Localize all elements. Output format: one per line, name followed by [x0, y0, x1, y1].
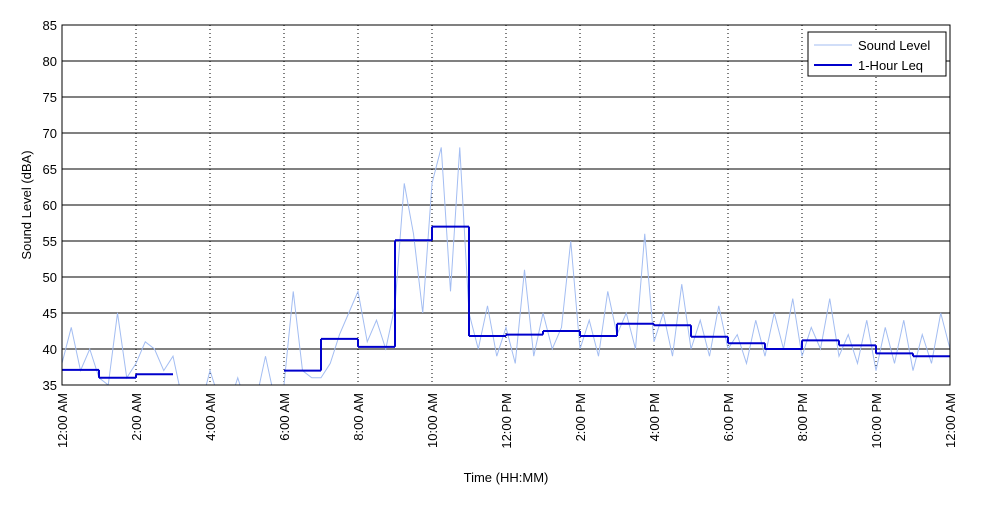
x-tick-label: 12:00 PM [499, 393, 514, 449]
y-tick-label: 45 [43, 306, 57, 321]
y-tick-label: 35 [43, 378, 57, 393]
x-tick-label: 8:00 AM [351, 393, 366, 441]
legend-label: 1-Hour Leq [858, 58, 923, 73]
legend-box [807, 31, 947, 77]
x-tick-label: 4:00 AM [203, 393, 218, 441]
y-tick-label: 40 [43, 342, 57, 357]
y-tick-label: 60 [43, 198, 57, 213]
x-tick-label: 12:00 AM [943, 393, 958, 448]
y-axis-title: Sound Level (dBA) [19, 150, 34, 259]
x-tick-label: 10:00 PM [869, 393, 884, 449]
y-tick-label: 50 [43, 270, 57, 285]
x-tick-label: 6:00 AM [277, 393, 292, 441]
sound-line [62, 147, 950, 385]
y-tick-label: 85 [43, 18, 57, 33]
x-axis-title: Time (HH:MM) [464, 470, 549, 485]
y-tick-label: 65 [43, 162, 57, 177]
x-tick-label: 8:00 PM [795, 393, 810, 441]
y-tick-label: 70 [43, 126, 57, 141]
y-tick-label: 75 [43, 90, 57, 105]
x-tick-label: 2:00 AM [129, 393, 144, 441]
x-tick-label: 4:00 PM [647, 393, 662, 441]
x-tick-label: 12:00 AM [55, 393, 70, 448]
plot-frame [61, 24, 951, 386]
y-tick-label: 55 [43, 234, 57, 249]
y-tick-label: 80 [43, 54, 57, 69]
plot-series [62, 147, 950, 385]
x-tick-label: 10:00 AM [425, 393, 440, 448]
x-tick-label: 2:00 PM [573, 393, 588, 441]
x-tick-label: 6:00 PM [721, 393, 736, 441]
legend-label: Sound Level [858, 38, 930, 53]
